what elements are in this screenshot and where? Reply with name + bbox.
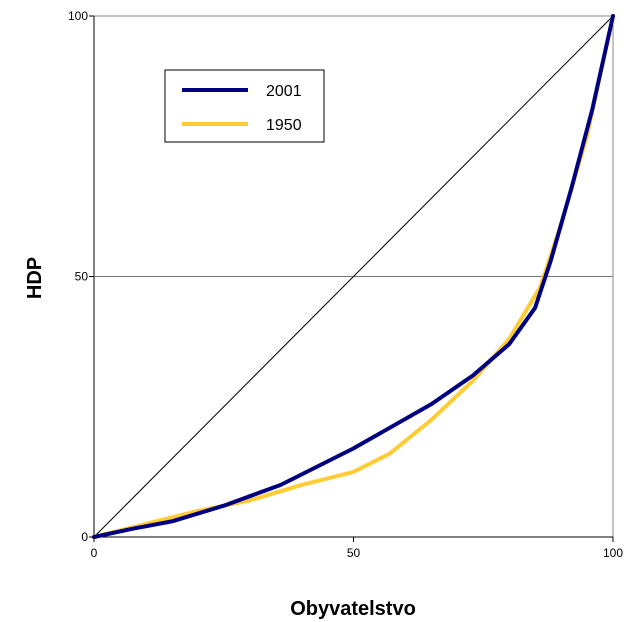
legend-label-1950: 1950: [266, 117, 302, 134]
equality-diagonal-line: [93, 15, 614, 538]
y-tick-label: 100: [68, 9, 88, 23]
series-line-2001: [92, 14, 615, 539]
y-tick-label: 0: [81, 530, 88, 544]
x-tick-label: 100: [603, 546, 623, 560]
x-axis-title: Obyvatelstvo: [290, 598, 416, 620]
legend: 2001 1950: [164, 69, 325, 143]
y-axis-title: HDP: [24, 257, 46, 299]
x-tick-label: 50: [347, 546, 361, 560]
y-tick-label: 50: [75, 270, 89, 284]
legend-label-2001: 2001: [266, 83, 302, 100]
legend-box: [164, 69, 325, 143]
x-tick-label: 0: [91, 546, 98, 560]
